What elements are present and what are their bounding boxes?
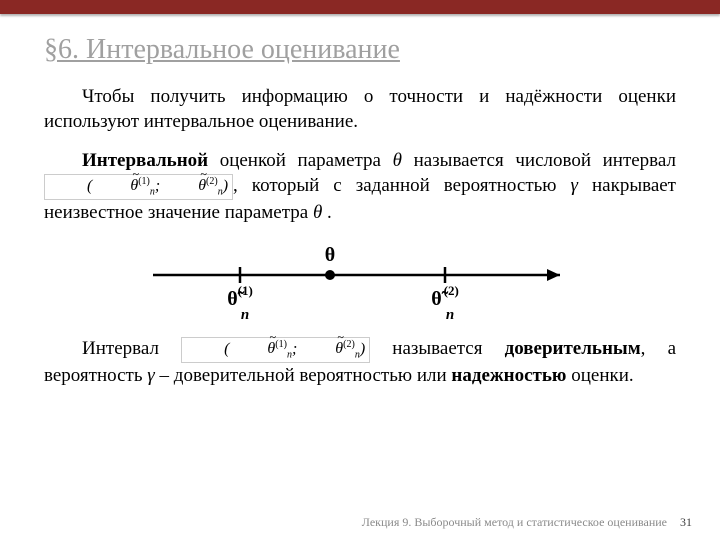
label-theta-top: θ bbox=[325, 244, 335, 266]
paragraph-3: Интервал (θ(1)n;θ(2)n) называется довери… bbox=[44, 336, 676, 388]
term-confidence: доверительным bbox=[505, 338, 641, 359]
p3-tail: оценки. bbox=[566, 365, 633, 386]
p2-text-2: называется числовой интервал bbox=[402, 150, 676, 171]
interval-formula-1: (θ(1)n;θ(2)n) bbox=[44, 174, 233, 201]
f2-t1: θ bbox=[267, 340, 275, 357]
f2-close: ) bbox=[360, 340, 365, 357]
label-tick-2-sub: n bbox=[446, 307, 454, 323]
f-theta1: θ bbox=[92, 178, 138, 194]
p3-mid1: называется bbox=[370, 338, 504, 359]
page-number: 31 bbox=[680, 515, 692, 529]
term-reliability: надежностью bbox=[451, 365, 566, 386]
dot-marker bbox=[325, 270, 335, 280]
f2-sup2: (2) bbox=[343, 339, 355, 350]
section-heading: §6. Интервальное оценивание bbox=[44, 34, 676, 66]
p2-text-3: , который с заданной вероятностью bbox=[233, 175, 570, 196]
gamma-symbol: γ bbox=[571, 175, 579, 196]
f-sup2: (2) bbox=[206, 176, 218, 187]
f-theta2: θ bbox=[160, 178, 206, 194]
l1-sup: (1) bbox=[238, 283, 253, 298]
interval-formula-2: (θ(1)n;θ(2)n) bbox=[181, 337, 370, 364]
f-sup1: (1) bbox=[138, 176, 150, 187]
paragraph-1: Чтобы получить информацию о точности и н… bbox=[44, 84, 676, 134]
number-line-diagram: θ θ̃(1) n θ̃(2) n bbox=[145, 239, 575, 324]
label-tick-1-sub: n bbox=[241, 307, 249, 323]
f-t1: θ bbox=[130, 177, 138, 194]
f2-sup1: (1) bbox=[275, 339, 287, 350]
f2-theta2: θ bbox=[297, 341, 343, 357]
p3-pre: Интервал bbox=[82, 338, 181, 359]
footer-text: Лекция 9. Выборочный метод и статистичес… bbox=[362, 515, 667, 529]
p2-text-1: оценкой параметра bbox=[208, 150, 393, 171]
f2-t2: θ bbox=[335, 340, 343, 357]
theta-symbol-2: θ bbox=[313, 202, 322, 223]
top-accent-bar bbox=[0, 0, 720, 14]
p2-tail: . bbox=[322, 202, 332, 223]
arrow-head-icon bbox=[547, 269, 560, 281]
theta-symbol: θ bbox=[393, 150, 402, 171]
slide-footer: Лекция 9. Выборочный метод и статистичес… bbox=[362, 515, 692, 530]
paragraph-2: Интервальной оценкой параметра θ называе… bbox=[44, 148, 676, 225]
label-tick-2: θ̃(2) bbox=[431, 283, 459, 310]
label-tick-1: θ̃(1) bbox=[227, 283, 253, 310]
l2-sup: (2) bbox=[444, 283, 459, 298]
f-close: ) bbox=[223, 177, 228, 194]
f-t2: θ bbox=[198, 177, 206, 194]
slide-content: §6. Интервальное оценивание Чтобы получи… bbox=[0, 14, 720, 388]
p3-mid3: – доверительной вероятностью или bbox=[155, 365, 452, 386]
gamma-symbol-2: γ bbox=[147, 365, 155, 386]
f2-theta1: θ bbox=[229, 341, 275, 357]
